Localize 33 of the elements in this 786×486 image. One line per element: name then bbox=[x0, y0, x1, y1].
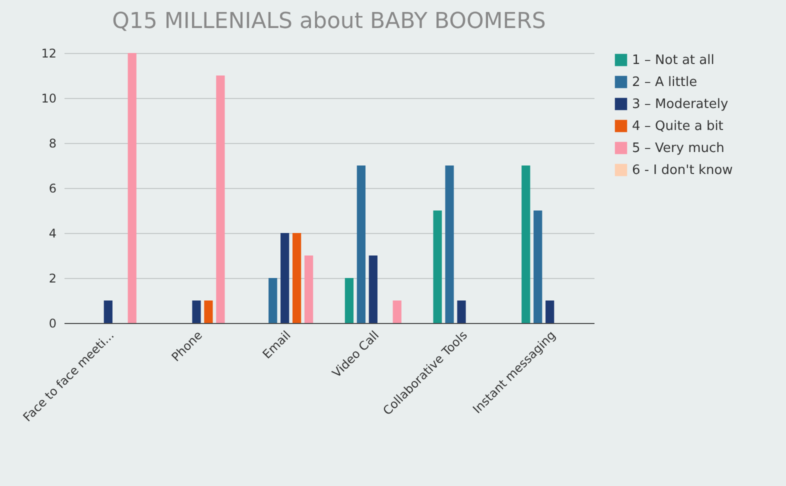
bar bbox=[457, 300, 466, 323]
bar bbox=[128, 53, 136, 323]
bar bbox=[433, 210, 442, 323]
bar bbox=[280, 233, 290, 323]
chart-title: Q15 MILLENIALS about BABY BOOMERS bbox=[112, 9, 546, 34]
y-tick-label: 4 bbox=[48, 226, 56, 240]
y-tick-label: 2 bbox=[48, 272, 56, 286]
legend-label: 6 - I don't know bbox=[632, 163, 734, 178]
bar bbox=[304, 256, 314, 323]
bar bbox=[216, 76, 225, 323]
legend-label: 2 – A little bbox=[632, 75, 698, 90]
bar bbox=[445, 166, 454, 323]
y-tick-label: 6 bbox=[48, 182, 56, 196]
y-tick-label: 8 bbox=[48, 136, 56, 150]
bar bbox=[104, 300, 112, 323]
legend-label: 3 – Moderately bbox=[632, 97, 728, 112]
bar bbox=[356, 166, 366, 323]
bar bbox=[204, 300, 213, 323]
bar bbox=[546, 300, 554, 323]
y-tick-label: 12 bbox=[41, 46, 56, 60]
bar bbox=[192, 300, 201, 323]
legend-label: 5 – Very much bbox=[632, 141, 724, 156]
legend-label: 4 – Quite a bit bbox=[632, 119, 724, 134]
bar bbox=[292, 233, 302, 323]
bar bbox=[268, 278, 278, 323]
y-tick-label: 0 bbox=[48, 316, 56, 330]
legend-label: 1 – Not at all bbox=[632, 53, 714, 68]
bar bbox=[522, 166, 530, 323]
bar bbox=[392, 300, 402, 323]
bar bbox=[368, 256, 378, 323]
bar bbox=[344, 278, 354, 323]
bar bbox=[534, 210, 542, 323]
y-tick-label: 10 bbox=[41, 92, 56, 106]
